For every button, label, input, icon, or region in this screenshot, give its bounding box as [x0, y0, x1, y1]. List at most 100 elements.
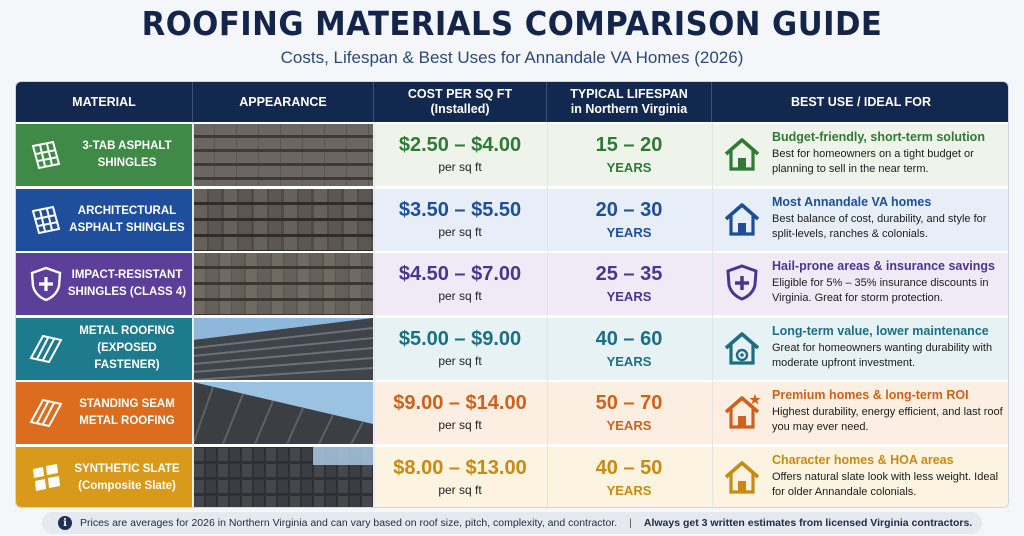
- best-use-description: Great for homeowners wanting durability …: [772, 341, 993, 369]
- cost-cell: $8.00 – $13.00 per sq ft: [374, 447, 546, 508]
- lifespan-unit: YEARS: [606, 224, 652, 240]
- page-title: ROOFING MATERIALS COMPARISON GUIDE: [141, 4, 883, 43]
- material-cell: METAL ROOFING (EXPOSED FASTENER): [16, 317, 192, 380]
- header-cost: COST PER SQ FT (Installed): [374, 82, 547, 122]
- roof-photo: [193, 317, 373, 380]
- material-label: ARCHITECTURAL ASPHALT SHINGLES: [69, 204, 185, 234]
- shield-plus-icon: [722, 263, 762, 303]
- info-icon: i: [58, 516, 72, 530]
- best-use-title: Budget-friendly, short-term solution: [772, 130, 985, 144]
- lifespan-cell: 40 – 60 YEARS: [547, 318, 711, 380]
- cost-range: $2.50 – $4.00: [398, 134, 522, 156]
- cost-cell: $5.00 – $9.00 per sq ft: [374, 318, 546, 380]
- roof-photo: [193, 188, 373, 251]
- roof-photo: [193, 382, 373, 444]
- cost-cell: $9.00 – $14.00 per sq ft: [374, 382, 546, 444]
- cost-unit: per sq ft: [438, 418, 482, 432]
- cost-unit: per sq ft: [438, 482, 482, 497]
- footer-tip: Always get 3 written estimates from lice…: [643, 517, 973, 529]
- cost-range: $5.00 – $9.00: [398, 327, 522, 350]
- lifespan-unit: YEARS: [606, 418, 652, 433]
- lifespan-range: 25 – 35: [595, 263, 663, 285]
- material-cell: IMPACT-RESISTANT SHINGLES (CLASS 4): [16, 253, 192, 315]
- material-cell: STANDING SEAM METAL ROOFING: [16, 382, 192, 444]
- best-use-cell: Character homes & HOA areas Offers natura…: [712, 447, 1008, 508]
- cost-cell: $3.50 – $5.50 per sq ft: [374, 189, 546, 251]
- best-use-cell: Long-term value, lower maintenance Great …: [712, 318, 1008, 380]
- lifespan-unit: YEARS: [606, 482, 652, 498]
- table-row-architectural-asphalt: ARCHITECTURAL ASPHALT SHINGLES $3.50 – $5.…: [16, 186, 1008, 251]
- column-divider: [193, 122, 194, 507]
- house-icon: [722, 457, 762, 497]
- lifespan-range: 20 – 30: [595, 198, 663, 221]
- page-subtitle: Costs, Lifespan & Best Uses for Annandal…: [280, 48, 744, 67]
- column-divider: [374, 122, 375, 507]
- table-row-impact-resistant: IMPACT-RESISTANT SHINGLES (CLASS 4) $4.50 …: [16, 251, 1008, 315]
- roof-photo: [193, 124, 373, 186]
- best-use-cell: Most Annandale VA homes Best balance of c…: [712, 189, 1008, 251]
- header-material: MATERIAL: [16, 82, 193, 122]
- shield-plus-icon: [26, 264, 66, 304]
- roof-photo: [193, 446, 373, 507]
- best-use-cell: Premium homes & long-term ROI Highest dur…: [712, 382, 1008, 444]
- shingles-icon: [26, 200, 66, 240]
- best-use-description: Best for homeowners on a tight budget or…: [772, 148, 974, 175]
- best-use-title: Character homes & HOA areas: [772, 452, 954, 467]
- best-use-title: Long-term value, lower maintenance: [772, 323, 989, 338]
- best-use-description: Best balance of cost, durability, and st…: [772, 212, 987, 240]
- material-cell: SYNTHETIC SLATE (Composite Slate): [16, 446, 192, 507]
- material-label: SYNTHETIC SLATE (Composite Slate): [74, 462, 180, 492]
- material-label: 3-TAB ASPHALT SHINGLES: [82, 140, 172, 169]
- metal-panel-icon: [26, 329, 66, 369]
- material-cell: ARCHITECTURAL ASPHALT SHINGLES: [16, 188, 192, 251]
- lifespan-range: 40 – 50: [595, 456, 663, 479]
- header-appearance: APPEARANCE: [193, 82, 374, 122]
- cost-range: $4.50 – $7.00: [398, 263, 522, 285]
- cost-cell: $4.50 – $7.00 per sq ft: [374, 253, 546, 315]
- column-divider: [712, 122, 713, 507]
- house-icon: [722, 199, 762, 239]
- roof-photo: [193, 253, 373, 315]
- lifespan-cell: 15 – 20 YEARS: [547, 124, 711, 186]
- column-divider: [547, 122, 548, 507]
- cost-range: $8.00 – $13.00: [393, 456, 527, 479]
- best-use-title: Premium homes & long-term ROI: [772, 388, 969, 402]
- lifespan-cell: 40 – 50 YEARS: [547, 447, 711, 508]
- lifespan-range: 40 – 60: [595, 327, 663, 350]
- best-use-cell: Budget-friendly, short-term solution Best…: [712, 124, 1008, 186]
- comparison-table: MATERIAL APPEARANCE COST PER SQ FT (Insta…: [15, 81, 1009, 508]
- lifespan-range: 50 – 70: [595, 392, 663, 414]
- material-label: IMPACT-RESISTANT SHINGLES (CLASS 4): [67, 269, 187, 298]
- material-label: METAL ROOFING (EXPOSED FASTENER): [79, 325, 175, 371]
- lifespan-cell: 20 – 30 YEARS: [547, 189, 711, 251]
- lifespan-unit: YEARS: [606, 289, 652, 304]
- footer-divider: |: [629, 517, 632, 529]
- cost-unit: per sq ft: [438, 289, 482, 303]
- cost-range: $9.00 – $14.00: [393, 392, 527, 414]
- lifespan-unit: YEARS: [606, 353, 652, 369]
- best-use-description: Eligible for 5% – 35% insurance discount…: [772, 277, 989, 304]
- header-best-use: BEST USE / IDEAL FOR: [790, 94, 932, 109]
- house-gear-icon: [722, 328, 762, 368]
- lifespan-cell: 25 – 35 YEARS: [547, 253, 711, 315]
- shingles-icon: [26, 135, 66, 175]
- cost-cell: $2.50 – $4.00 per sq ft: [374, 124, 546, 186]
- table-row-standing-seam-metal: STANDING SEAM METAL ROOFING $9.00 – $14.00…: [16, 380, 1008, 444]
- best-use-cell: Hail-prone areas & insurance savings Elig…: [712, 253, 1008, 315]
- best-use-description: Highest durability, energy efficient, an…: [772, 406, 1003, 433]
- cost-unit: per sq ft: [438, 160, 482, 174]
- slate-tiles-icon: [26, 458, 66, 498]
- house-star-icon: [722, 392, 762, 432]
- lifespan-cell: 50 – 70 YEARS: [547, 382, 711, 444]
- best-use-title: Hail-prone areas & insurance savings: [772, 259, 996, 273]
- metal-panel-icon: [26, 393, 66, 433]
- table-header: MATERIAL APPEARANCE COST PER SQ FT (Insta…: [16, 82, 1008, 122]
- lifespan-unit: YEARS: [606, 160, 652, 175]
- cost-unit: per sq ft: [438, 224, 482, 239]
- best-use-description: Offers natural slate look with less weig…: [772, 470, 999, 498]
- lifespan-range: 15 – 20: [595, 134, 663, 156]
- header-lifespan: TYPICAL LIFESPAN in Northern Virginia: [547, 82, 712, 122]
- material-label: STANDING SEAM METAL ROOFING: [79, 398, 175, 427]
- table-row-synthetic-slate: SYNTHETIC SLATE (Composite Slate) $8.00 – …: [16, 444, 1008, 508]
- material-cell: 3-TAB ASPHALT SHINGLES: [16, 124, 192, 186]
